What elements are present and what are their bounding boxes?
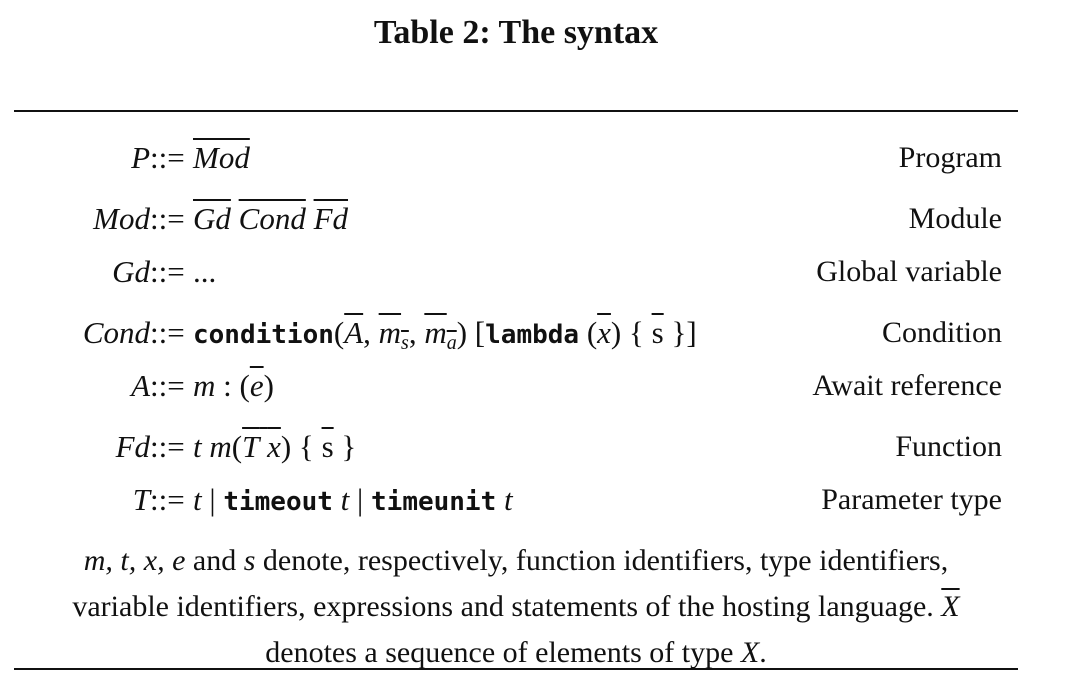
- assign-symbol: ::=: [150, 482, 185, 517]
- assign-symbol: ::=: [150, 429, 185, 464]
- grammar-row-await: A ::= m : (e) Await reference: [0, 365, 1066, 407]
- rule-description: Condition: [881, 316, 1002, 349]
- assign-symbol: ::=: [150, 254, 185, 289]
- production-rhs: m : (e): [193, 368, 274, 403]
- table-note: m, t, x, e and s denote, respectively, f…: [0, 538, 1032, 676]
- nonterminal-lhs: A: [131, 368, 150, 403]
- note-line-2: variable identifiers, expressions and st…: [72, 590, 960, 623]
- production-rhs: Mod: [193, 140, 250, 175]
- rule-description: Global variable: [816, 255, 1002, 288]
- assign-symbol: ::=: [150, 368, 185, 403]
- top-rule: [14, 110, 1018, 112]
- assign-symbol: ::=: [150, 140, 185, 175]
- production-rhs: condition(A, ms, ma) [lambda (x) { s }]: [193, 315, 697, 354]
- grammar-row-module: Mod ::= Gd Cond Fd Module: [0, 198, 1066, 240]
- grammar-row-program: P ::= Mod Program: [0, 137, 1066, 179]
- nonterminal-lhs: Fd: [115, 429, 150, 464]
- grammar-row-condition: Cond ::= condition(A, ms, ma) [lambda (x…: [0, 312, 1066, 354]
- grammar-row-parameter-type: T ::= t | timeout t | timeunit t Paramet…: [0, 479, 1066, 521]
- assign-symbol: ::=: [150, 315, 185, 350]
- nonterminal-lhs: Cond: [82, 315, 150, 350]
- grammar-row-function: Fd ::= t m(T x) { s } Function: [0, 426, 1066, 468]
- rule-description: Function: [895, 430, 1002, 463]
- bottom-rule: [14, 668, 1018, 670]
- grammar-row-global: Gd ::= ... Global variable: [0, 251, 1066, 293]
- assign-symbol: ::=: [150, 201, 185, 236]
- nonterminal-lhs: T: [132, 482, 150, 517]
- production-rhs: ...: [193, 254, 217, 289]
- rule-description: Parameter type: [821, 483, 1002, 516]
- rule-description: Program: [898, 141, 1002, 174]
- table-caption: Table 2: The syntax: [373, 14, 659, 51]
- rule-description: Module: [908, 202, 1002, 235]
- production-rhs: t | timeout t | timeunit t: [193, 482, 513, 517]
- nonterminal-lhs: P: [131, 140, 150, 175]
- production-rhs: t m(T x) { s }: [193, 429, 357, 464]
- nonterminal-lhs: Gd: [112, 254, 150, 289]
- production-rhs: Gd Cond Fd: [193, 201, 349, 236]
- note-line-3: denotes a sequence of elements of type X…: [265, 636, 767, 669]
- rule-description: Await reference: [812, 369, 1002, 402]
- nonterminal-lhs: Mod: [93, 201, 150, 236]
- note-line-1: m, t, x, e and s denote, respectively, f…: [83, 544, 949, 577]
